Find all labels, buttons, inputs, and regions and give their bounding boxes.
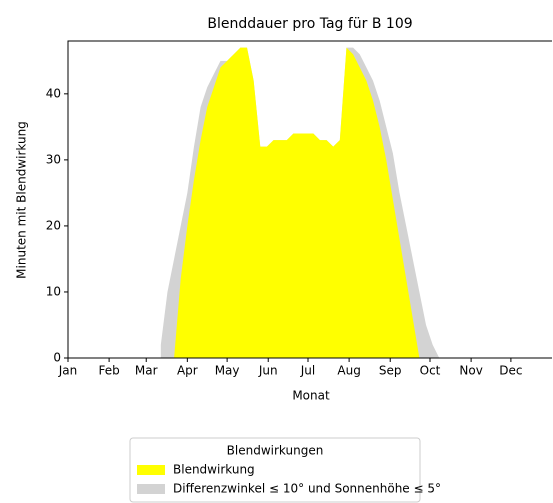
y-tick-label: 40: [46, 86, 61, 100]
x-tick-label: Jan: [58, 364, 78, 378]
legend-box: [129, 437, 421, 503]
plot-area: 0 10 20 30 40 Jan Feb Mar Apr May Jun Jul Aug Sep Oct N…: [46, 40, 552, 378]
y-tick-label: 20: [46, 218, 61, 232]
legend-swatch: [137, 484, 165, 494]
x-tick-label: Dec: [499, 364, 522, 378]
legend-label: Differenzwinkel ≤ 10° und Sonnenhöhe ≤ 5…: [173, 482, 441, 496]
x-tick-label: Oct: [420, 364, 441, 378]
y-tick-label: 30: [46, 152, 61, 166]
axes-frame: [67, 40, 552, 359]
x-axis-label: Monat: [292, 389, 330, 403]
x-tick-label: Feb: [98, 364, 119, 378]
x-tick-label: Sep: [379, 364, 402, 378]
x-tick-label: Aug: [337, 364, 360, 378]
y-tick-label: 10: [46, 284, 61, 298]
legend-title: Blendwirkungen: [227, 444, 324, 458]
x-tick-label: May: [215, 364, 240, 378]
legend: Blendwirkung Differenzwinkel ≤ 10° und So…: [137, 463, 441, 496]
legend-swatch: [137, 465, 165, 475]
y-tick-label: 0: [53, 351, 61, 365]
area: [160, 47, 440, 359]
x-tick-label: Jun: [258, 364, 278, 378]
legend-label: Blendwirkung: [173, 463, 255, 477]
y-axis-label: Minuten mit Blendwirkung: [15, 121, 29, 279]
x-tick-label: Mar: [135, 364, 158, 378]
chart-title: Blenddauer pro Tag für B 109: [207, 16, 412, 32]
x-tick-label: Nov: [459, 364, 482, 378]
x-tick-label: Apr: [177, 364, 198, 378]
x-tick-label: Jul: [300, 364, 315, 378]
